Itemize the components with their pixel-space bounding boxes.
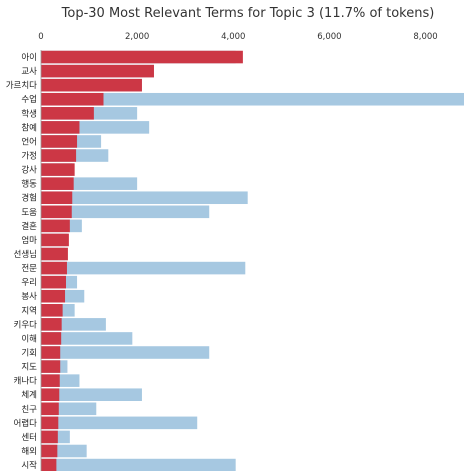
topic-bar [41,107,94,120]
y-category-label: 캐나다 [14,377,38,387]
y-category-label: 행동 [21,179,37,190]
overall-bar [41,416,198,430]
y-category-label: 친구 [21,404,37,415]
y-category-label: 도움 [21,208,37,218]
overall-bars [41,50,464,471]
topic-bar [41,458,57,471]
topic-bar [41,135,78,148]
topic-bar [41,402,59,416]
x-tick-label: 0 [38,32,43,42]
y-category-label: 키우다 [14,320,38,330]
topic-bar [41,332,62,345]
topic-bar [41,149,77,162]
topic-bar [41,121,80,134]
y-axis-labels: 아이교사가르치다수업학생참예언어가정강사행동경험도움결혼엄마선생님전문우리봉사지… [6,52,37,471]
y-category-label: 이해 [21,333,37,344]
chart-title: Top-30 Most Relevant Terms for Topic 3 (… [61,6,435,21]
topic-bar [41,360,61,373]
y-category-label: 강사 [21,165,37,176]
y-category-label: 엄마 [21,235,37,246]
topic-bar [41,374,60,387]
overall-bar [41,346,210,359]
y-category-label: 가르치다 [6,81,37,91]
y-category-label: 지역 [21,305,37,316]
x-axis: 0 2,000 4,000 6,000 8,000 [38,32,437,42]
topic-bar [41,233,69,247]
overall-bar [41,261,246,275]
topic-bar [41,416,59,430]
topic-bar [41,92,104,106]
topic-bar [41,177,74,190]
y-category-label: 참예 [21,122,37,133]
topic-bar [41,388,60,401]
x-tick-label: 4,000 [221,32,245,42]
topic-bar [41,191,73,205]
topic-bar [41,346,61,359]
topic-bar [41,261,67,275]
y-category-label: 가정 [21,151,37,162]
topic-bar [41,50,243,64]
topic-bar [41,289,66,303]
y-category-label: 교사 [21,67,37,77]
topic-bar [41,219,70,233]
y-category-label: 어렵다 [14,418,38,429]
overall-bar [41,388,142,401]
overall-bar [41,205,210,219]
topic-bar [41,430,58,444]
overall-bar [41,92,464,106]
topic-bar [41,78,142,92]
y-category-label: 봉사 [21,292,37,302]
topic-bar [41,64,154,78]
x-tick-label: 2,000 [125,32,149,42]
y-category-label: 센터 [21,432,37,443]
topic-bar [41,275,66,289]
overall-bar [41,458,236,471]
topic-bars [41,50,243,471]
y-category-label: 해외 [21,446,37,457]
overall-bar [41,191,248,205]
topic-bar [41,247,68,261]
topic-bar [41,304,63,317]
y-category-label: 선생님 [14,249,37,260]
y-category-label: 언어 [21,136,37,147]
y-category-label: 우리 [21,278,37,288]
y-category-label: 아이 [21,52,37,63]
topic-bar [41,318,62,331]
topic-bar [41,205,72,219]
x-tick-label: 6,000 [317,32,341,42]
y-category-label: 학생 [21,108,37,119]
y-category-label: 시작 [21,460,37,471]
topic-bar [41,444,58,458]
y-category-label: 지도 [21,363,37,373]
y-category-label: 경험 [21,193,37,204]
y-category-label: 수업 [21,95,37,105]
y-category-label: 결혼 [21,221,37,232]
overall-bar [41,332,133,345]
y-category-label: 기회 [21,349,37,359]
x-tick-label: 8,000 [413,32,437,42]
y-category-label: 전문 [21,263,37,274]
topic-bar [41,163,75,176]
y-category-label: 체계 [21,390,37,401]
